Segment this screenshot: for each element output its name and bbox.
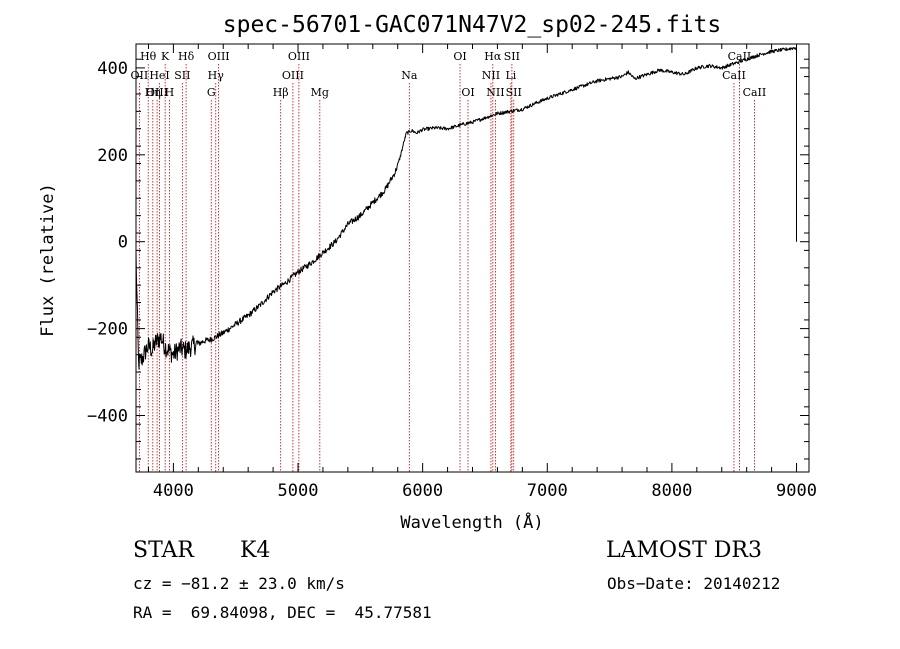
spectral-line-label: Hθ xyxy=(140,50,157,63)
spectral-line-label: NII xyxy=(486,86,504,99)
spectral-line-label: OIII xyxy=(208,50,230,63)
y-tick-label: 0 xyxy=(118,233,128,253)
y-tick-label: 200 xyxy=(97,146,128,166)
spectral-line-label: HeI xyxy=(149,69,169,82)
y-tick-label: −200 xyxy=(87,320,128,340)
observation-date: Obs−Date: 20140212 xyxy=(607,574,781,593)
plot-frame xyxy=(135,43,810,473)
spectral-line-label: OIII xyxy=(288,50,310,63)
spectral-line-label: Li xyxy=(505,69,516,82)
chart-title: spec-56701-GAC071N47V2_sp02-245.fits xyxy=(223,12,722,38)
spectral-line-label: Hα xyxy=(484,50,502,63)
object-class: STAR xyxy=(133,538,194,563)
spectral-line-label: CaII xyxy=(743,86,767,99)
axis-ticks: 4000 5000 6000 7000 8000 9000 −400 −200 0 200 400 xyxy=(87,44,817,501)
x-tick-label: 5000 xyxy=(278,481,319,501)
y-axis-label: Flux (relative) xyxy=(38,183,58,337)
spectral-line-label: H xyxy=(165,86,175,99)
x-axis-label: Wavelength (Å) xyxy=(400,511,543,533)
x-tick-label: 4000 xyxy=(153,481,194,501)
survey-name: LAMOST DR3 xyxy=(606,538,762,563)
spectral-line-label: Hγ xyxy=(208,69,225,82)
redshift-value: cz = −81.2 ± 23.0 km/s xyxy=(133,574,345,593)
spectral-line-label: CaII xyxy=(722,69,746,82)
emission-line-markers: Hθ OII OIII K HeI Hη H Hδ SII OIII Hγ G OIII OIII Hβ Mg… xyxy=(131,50,767,472)
x-tick-label: 8000 xyxy=(651,481,692,501)
spectral-line-label: SII xyxy=(174,69,190,82)
x-tick-label: 9000 xyxy=(776,481,817,501)
spectral-line-label: Mg xyxy=(311,86,329,99)
spectral-line-label: K xyxy=(161,50,170,63)
spectral-line-label: OI xyxy=(461,86,474,99)
spectral-line-label: SII xyxy=(504,50,520,63)
x-tick-label: 6000 xyxy=(402,481,443,501)
spectral-line-label: OIII xyxy=(146,86,168,99)
x-tick-label: 7000 xyxy=(527,481,568,501)
spectral-line-label: NII xyxy=(482,69,500,82)
spectral-line-label: SII xyxy=(506,86,522,99)
spectral-line-label: Hβ xyxy=(273,86,289,99)
spectral-line-label: Na xyxy=(401,69,418,82)
spectrum-line xyxy=(135,47,797,370)
object-subclass: K4 xyxy=(240,538,271,563)
spectral-line-label: OII xyxy=(131,69,149,82)
spectral-line-label: OI xyxy=(453,50,466,63)
spectral-line-label: Hη xyxy=(145,86,161,99)
coordinates: RA = 69.84098, DEC = 45.77581 xyxy=(133,603,432,622)
y-tick-label: −400 xyxy=(87,407,128,427)
y-tick-label: 400 xyxy=(97,59,128,79)
spectral-line-label: G xyxy=(207,86,216,99)
spectral-line-label: Hδ xyxy=(178,50,195,63)
spectral-line-label: OIII xyxy=(282,69,304,82)
